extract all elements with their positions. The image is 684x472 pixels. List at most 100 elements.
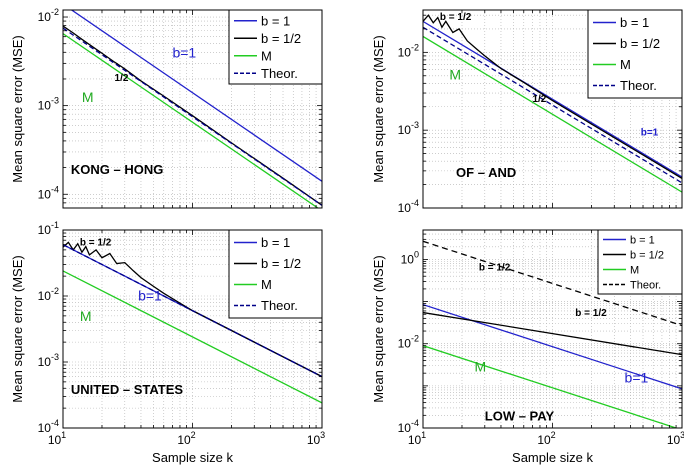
tick-mantissa: 10 xyxy=(398,201,412,215)
series-group xyxy=(423,240,682,428)
y-tick-label: 10-2 xyxy=(398,334,419,351)
series-line-m xyxy=(63,33,319,208)
annotation-label: b=1 xyxy=(641,128,659,139)
tick-mantissa: 10 xyxy=(401,252,415,266)
series-line-m xyxy=(63,270,322,404)
tick-mantissa: 10 xyxy=(38,10,52,24)
annotation-label: M xyxy=(82,89,94,105)
x-tick-label: 102 xyxy=(177,430,195,447)
legend-label: b = 1/2 xyxy=(261,31,301,46)
legend: b = 1 b = 1/2 M Theor. xyxy=(597,229,683,295)
tick-mantissa: 10 xyxy=(408,433,422,447)
y-tick-label: 100 xyxy=(401,249,419,266)
tick-exponent: 2 xyxy=(191,430,196,440)
legend-label: b = 1 xyxy=(261,13,290,28)
series-line-theor xyxy=(423,240,682,327)
y-tick-label: 10-4 xyxy=(38,184,59,201)
annotation-label: M xyxy=(449,66,461,82)
tick-mantissa: 10 xyxy=(667,433,681,447)
tick-exponent: 1 xyxy=(421,430,426,440)
annotation-label: OF – AND xyxy=(456,165,516,180)
series-line-theor xyxy=(423,26,682,184)
tick-exponent: -4 xyxy=(411,198,419,208)
tick-exponent: -4 xyxy=(51,418,59,428)
legend-label: b = 1 xyxy=(620,15,649,30)
tick-mantissa: 10 xyxy=(48,433,62,447)
y-axis-label: Mean square error (MSE) xyxy=(10,35,25,182)
x-axis-label: Sample size k xyxy=(512,450,593,465)
annotation-label: 1/2 xyxy=(115,73,129,84)
series-line-theor xyxy=(63,244,322,378)
series-group xyxy=(63,241,322,404)
annotation-label: KONG – HONG xyxy=(71,162,163,177)
tick-exponent: 0 xyxy=(414,249,419,259)
legend: b = 1 b = 1/2 M Theor. xyxy=(587,9,683,99)
tick-mantissa: 10 xyxy=(177,433,191,447)
annotation-label: b = 1/2 xyxy=(80,238,112,249)
series-group xyxy=(423,14,682,193)
series-group xyxy=(63,10,322,208)
tick-exponent: -1 xyxy=(51,220,59,230)
legend-label: Theor. xyxy=(620,78,657,93)
legend-label: M xyxy=(620,57,631,72)
legend-box xyxy=(597,229,683,295)
series-line-m xyxy=(423,35,682,193)
legend-label: Theor. xyxy=(261,298,298,313)
x-axis-label: Sample size k xyxy=(152,450,233,465)
annotation-label: b=1 xyxy=(138,288,162,304)
series-line-theor xyxy=(63,27,322,206)
y-tick-label: 10-1 xyxy=(38,220,59,237)
tick-exponent: -2 xyxy=(411,42,419,52)
tick-exponent: 1 xyxy=(61,430,66,440)
annotation-label: b = 1/2 xyxy=(575,308,607,319)
tick-exponent: -3 xyxy=(51,352,59,362)
legend: b = 1 b = 1/2 M Theor. xyxy=(228,9,323,85)
tick-exponent: -2 xyxy=(411,334,419,344)
y-tick-label: 10-3 xyxy=(398,120,419,137)
legend-label: M xyxy=(261,277,272,292)
tick-mantissa: 10 xyxy=(38,355,52,369)
y-tick-label: 10-3 xyxy=(38,352,59,369)
tick-exponent: -2 xyxy=(51,7,59,17)
x-tick-label: 103 xyxy=(667,430,684,447)
y-tick-label: 10-2 xyxy=(398,42,419,59)
y-axis-label: Mean square error (MSE) xyxy=(10,255,25,402)
tick-mantissa: 10 xyxy=(38,421,52,435)
legend-label: b = 1/2 xyxy=(630,249,664,261)
annotation-label: 1/2 xyxy=(532,94,546,105)
annotation-label: M xyxy=(80,308,92,324)
series-line-b-1 xyxy=(423,303,682,390)
tick-exponent: -2 xyxy=(51,286,59,296)
legend-label: M xyxy=(630,264,639,276)
y-axis-label: Mean square error (MSE) xyxy=(371,35,386,182)
y-tick-label: 10-2 xyxy=(38,286,59,303)
series-line-m xyxy=(423,345,679,428)
x-tick-label: 101 xyxy=(48,430,66,447)
tick-mantissa: 10 xyxy=(398,45,412,59)
legend-label: b = 1/2 xyxy=(261,256,301,271)
series-line-b-1-2 xyxy=(423,311,682,356)
y-tick-label: 10-4 xyxy=(398,418,419,435)
legend-label: b = 1/2 xyxy=(620,36,660,51)
x-tick-label: 101 xyxy=(408,430,426,447)
x-tick-label: 103 xyxy=(307,430,325,447)
tick-mantissa: 10 xyxy=(537,433,551,447)
tick-exponent: -3 xyxy=(51,96,59,106)
legend-box xyxy=(228,9,323,85)
y-tick-label: 10-3 xyxy=(38,96,59,113)
legend-label: M xyxy=(261,48,272,63)
tick-mantissa: 10 xyxy=(38,289,52,303)
y-tick-label: 10-4 xyxy=(38,418,59,435)
legend-label: Theor. xyxy=(261,66,298,81)
tick-exponent: 3 xyxy=(320,430,325,440)
annotation-label: M xyxy=(475,358,487,374)
legend-label: b = 1 xyxy=(261,235,290,250)
tick-mantissa: 10 xyxy=(307,433,321,447)
grid-lines xyxy=(423,10,682,208)
y-tick-label: 10-4 xyxy=(398,198,419,215)
legend-label: b = 1 xyxy=(630,234,655,246)
legend-box xyxy=(587,9,683,99)
